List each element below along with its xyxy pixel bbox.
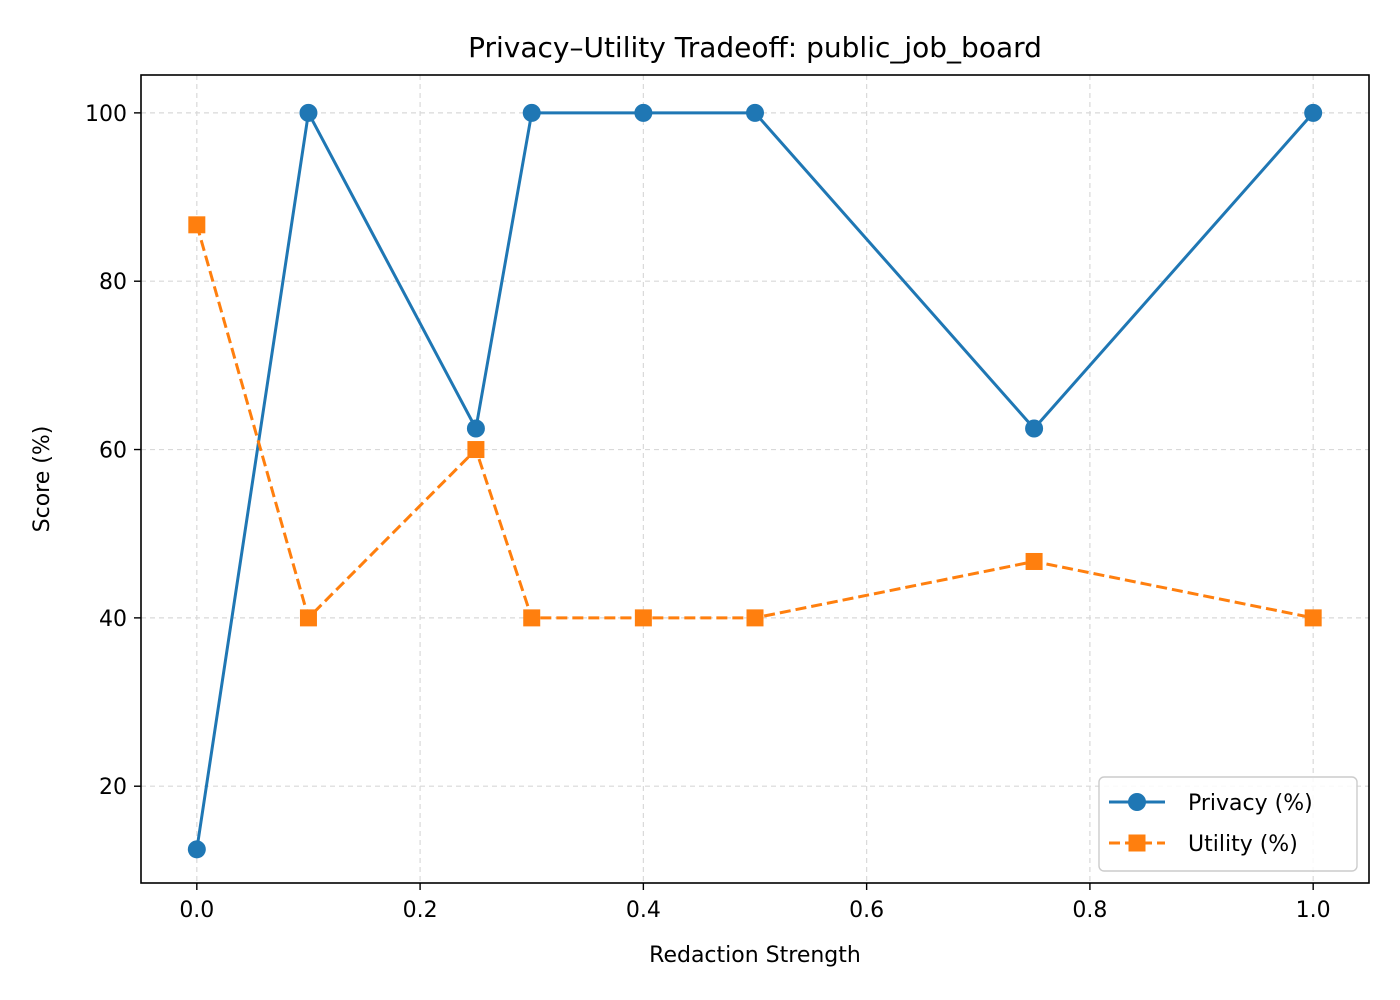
- legend-entry: Utility (%): [1109, 832, 1298, 857]
- legend-marker: [1128, 834, 1146, 852]
- series-privacy: [187, 103, 1323, 859]
- data-point: [1025, 419, 1044, 438]
- data-point: [1025, 552, 1043, 570]
- data-point: [522, 103, 541, 122]
- data-point: [299, 103, 318, 122]
- axis-ticks: 0.0 0.2 0.4 0.6 0.8 1.0 20 40 60 80 100: [85, 102, 1331, 923]
- data-point: [299, 609, 317, 627]
- x-tick-label: 1.0: [1296, 898, 1331, 923]
- data-point: [1304, 609, 1322, 627]
- x-tick-label: 0.8: [1072, 898, 1107, 923]
- data-point: [634, 609, 652, 627]
- data-point: [466, 419, 485, 438]
- series-line: [195, 224, 1314, 620]
- data-point: [746, 103, 764, 122]
- y-tick-label: 20: [99, 775, 127, 800]
- y-tick-label: 60: [99, 439, 127, 464]
- x-axis-label: Redaction Strength: [649, 943, 861, 968]
- data-point: [467, 441, 485, 459]
- data-point: [746, 609, 764, 627]
- legend-entry: Privacy (%): [1109, 791, 1313, 816]
- data-point: [1304, 103, 1323, 122]
- legend: Privacy (%) Utility (%): [1098, 776, 1358, 872]
- legend-label: Privacy (%): [1188, 791, 1313, 816]
- series-line: [195, 111, 1315, 850]
- series-utility: [188, 216, 1322, 627]
- series-layer: [187, 103, 1323, 859]
- x-tick-label: 0.2: [403, 898, 438, 923]
- data-point: [523, 609, 541, 627]
- y-tick-label: 40: [99, 607, 127, 632]
- plot-frame: [140, 74, 1370, 884]
- data-point: [187, 840, 206, 859]
- y-tick-label: 80: [99, 270, 127, 295]
- y-tick-label: 100: [85, 102, 127, 127]
- data-point: [634, 103, 653, 122]
- x-tick-label: 0.4: [626, 898, 661, 923]
- x-tick-label: 0.0: [179, 898, 214, 923]
- data-point: [188, 216, 206, 234]
- chart-title: Privacy–Utility Tradeoff: public_job_boa…: [468, 31, 1042, 64]
- legend-label: Utility (%): [1188, 832, 1298, 857]
- y-axis-label: Score (%): [30, 426, 55, 533]
- legend-marker: [1128, 793, 1146, 811]
- x-tick-label: 0.6: [849, 898, 884, 923]
